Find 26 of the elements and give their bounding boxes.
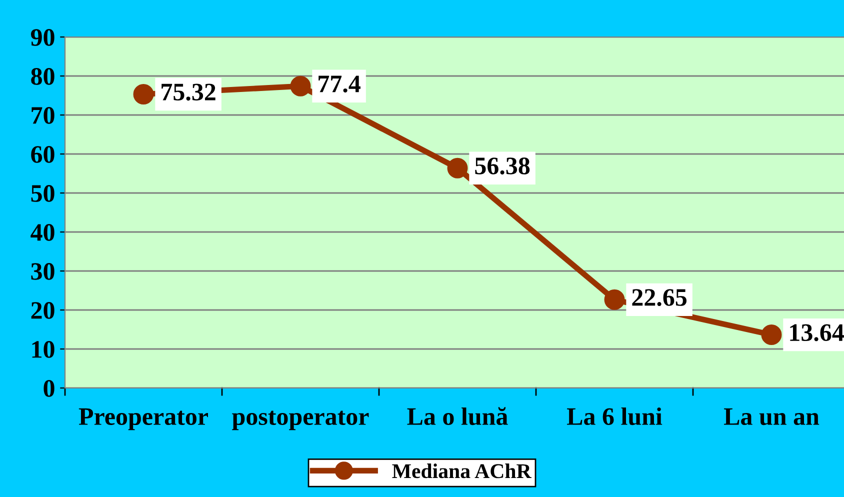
point — [133, 84, 154, 104]
y-tick-label: 30 — [31, 263, 54, 280]
point — [761, 324, 782, 346]
data-label: 77.4 — [318, 76, 360, 93]
x-tick-label: Preoperator — [78, 408, 208, 430]
x-tick-label: postoperator — [232, 410, 369, 430]
x-tick-label: La 6 luni — [566, 407, 662, 426]
point — [290, 76, 311, 96]
y-tick-label: 0 — [44, 380, 54, 397]
x-tick-label: La un an — [724, 408, 820, 426]
y-tick-label: 50 — [31, 185, 54, 202]
data-label: 75.32 — [162, 84, 216, 101]
y-tick-label: 40 — [30, 224, 54, 241]
y-tick-label: 90 — [30, 29, 54, 46]
point — [447, 158, 468, 178]
y-tick-label: 70 — [32, 107, 54, 124]
legend-label: Mediana AChR — [392, 464, 532, 478]
x-tick-label: La o lună — [407, 407, 508, 426]
data-label: 22.65 — [632, 289, 687, 306]
y-tick-label: 60 — [31, 146, 54, 163]
y-tick-label: 80 — [31, 68, 54, 85]
data-label: 13.64 — [790, 324, 844, 342]
point — [604, 289, 625, 310]
data-label: 56.38 — [475, 158, 530, 174]
y-tick-label: 20 — [31, 302, 54, 319]
y-tick-label: 10 — [32, 341, 54, 358]
